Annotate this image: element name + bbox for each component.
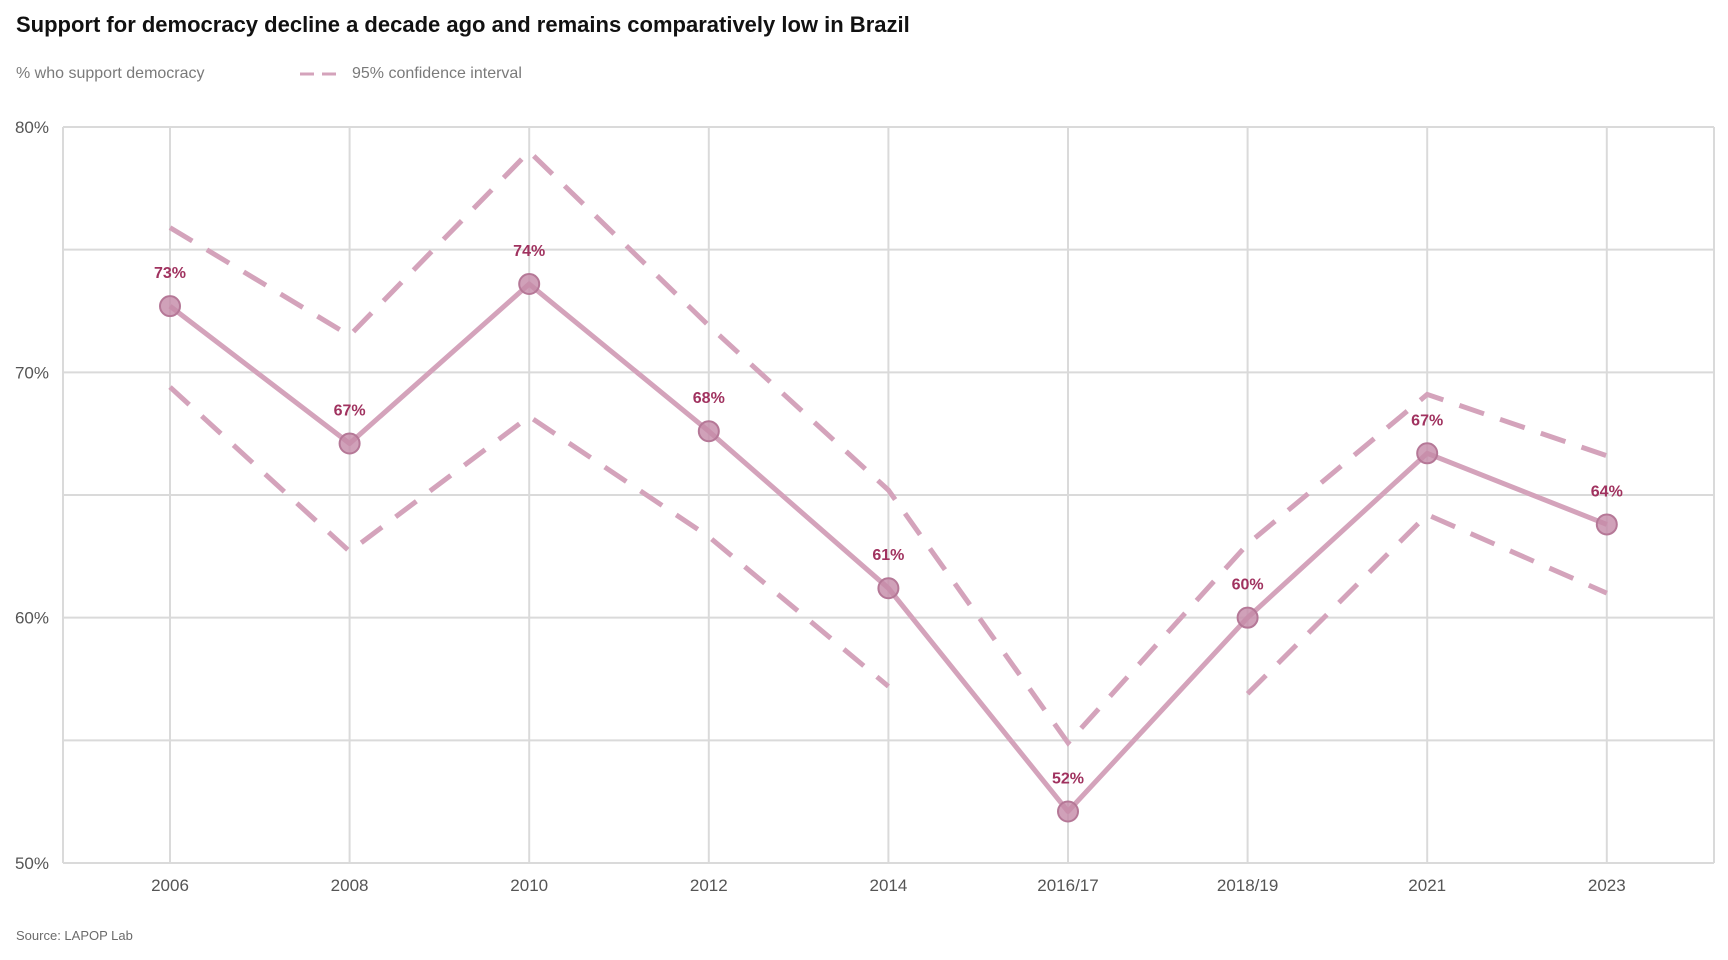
data-label: 74% (513, 243, 545, 260)
data-point (159, 295, 181, 318)
data-label: 52% (1052, 770, 1084, 787)
data-point (1416, 442, 1439, 465)
y-tick-label: 50% (15, 854, 49, 873)
data-point (1236, 606, 1259, 629)
x-tick-label: 2021 (1408, 876, 1446, 895)
x-tick-label: 2010 (510, 876, 548, 895)
legend: 95% confidence interval (298, 65, 522, 83)
x-tick-label: 2018/19 (1217, 876, 1278, 895)
legend-label: 95% confidence interval (352, 65, 522, 82)
data-label: 68% (693, 390, 725, 407)
data-point (1595, 513, 1618, 536)
data-point (697, 420, 720, 443)
data-point (1057, 800, 1079, 823)
y-tick-label: 60% (15, 609, 49, 628)
x-tick-label: 2006 (151, 876, 189, 895)
x-tick-label: 2014 (869, 876, 907, 895)
y-tick-label: 70% (15, 363, 49, 382)
source-note: Source: LAPOP Lab (16, 928, 133, 943)
data-label: 67% (1411, 412, 1443, 429)
ci-upper-line (168, 148, 1608, 747)
x-tick-label: 2016/17 (1037, 876, 1098, 895)
data-point (877, 577, 900, 600)
data-label: 73% (154, 265, 186, 282)
x-tick-label: 2023 (1588, 876, 1626, 895)
x-tick-label: 2008 (331, 876, 369, 895)
data-label: 64% (1591, 483, 1623, 500)
data-label: 60% (1232, 577, 1264, 594)
data-point (338, 432, 361, 455)
data-point (518, 273, 541, 296)
data-label: 67% (334, 402, 366, 419)
chart-subtitle: % who support democracy (16, 65, 205, 82)
y-tick-label: 80% (15, 118, 49, 137)
chart-title: Support for democracy decline a decade a… (16, 12, 910, 37)
data-label: 61% (872, 547, 904, 564)
legend-dash-swatch (300, 72, 344, 76)
x-tick-label: 2012 (690, 876, 728, 895)
